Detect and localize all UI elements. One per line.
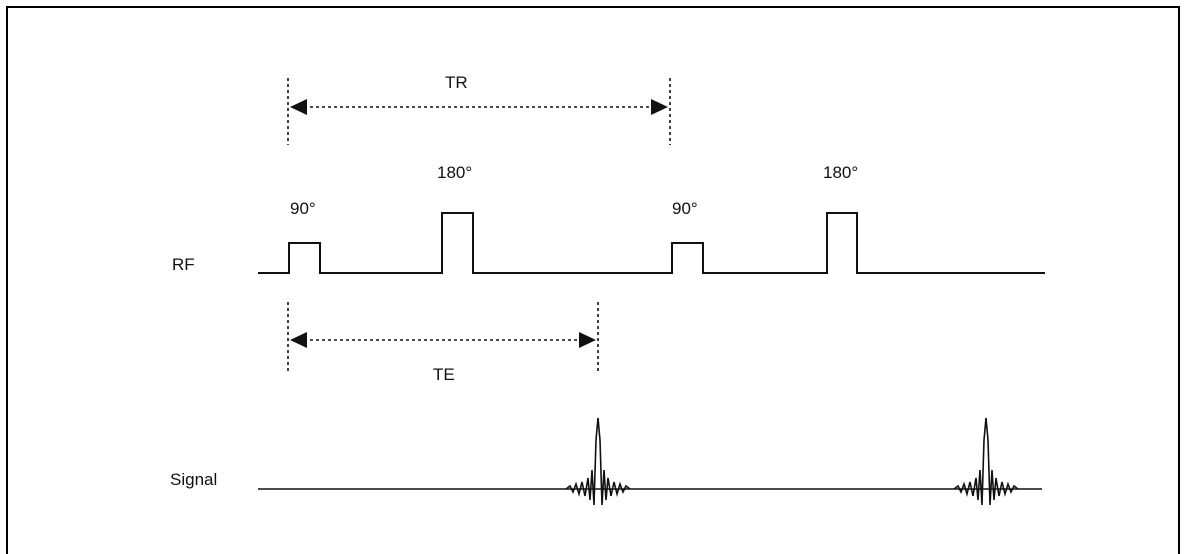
te-arrow-right-head bbox=[579, 332, 596, 348]
tr-arrow-left-head bbox=[290, 99, 307, 115]
rf-pulse-line bbox=[258, 212, 1045, 274]
rf-label: RF bbox=[172, 255, 195, 274]
tr-arrow-right-head bbox=[651, 99, 668, 115]
pulse-90-label-1: 90° bbox=[290, 199, 316, 218]
diagram-frame bbox=[6, 6, 1180, 554]
te-label: TE bbox=[433, 365, 455, 384]
te-arrow-left-head bbox=[290, 332, 307, 348]
tr-interval: TR bbox=[287, 73, 671, 145]
pulse-90-label-2: 90° bbox=[672, 199, 698, 218]
signal-label: Signal bbox=[170, 470, 217, 489]
echo-2 bbox=[953, 417, 1019, 506]
pulse-180-label-2: 180° bbox=[823, 163, 858, 182]
pulse-180-label-1: 180° bbox=[437, 163, 472, 182]
signal-row: Signal bbox=[170, 417, 1042, 506]
tr-label: TR bbox=[445, 73, 468, 92]
te-interval: TE bbox=[287, 302, 599, 384]
rf-row: RF 90° 180° 90° 180° bbox=[172, 163, 1045, 274]
echo-1 bbox=[565, 417, 631, 506]
